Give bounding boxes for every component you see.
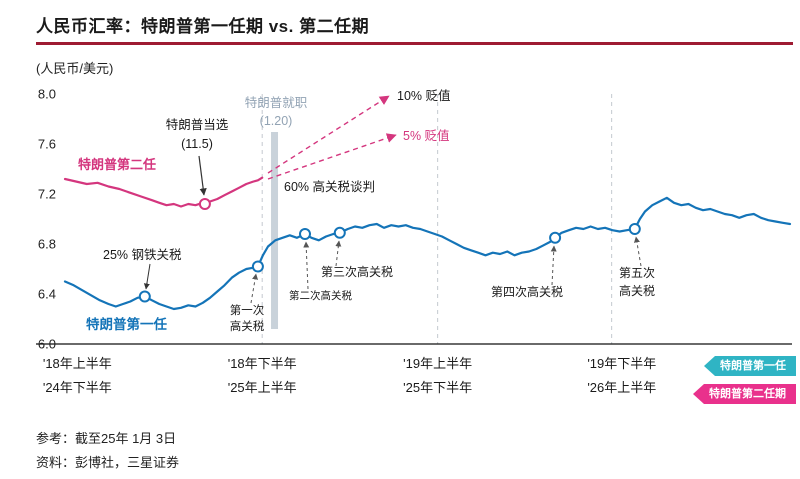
x-axis-label: '26年上半年 — [587, 380, 656, 395]
tariff-1-label: 第一次 — [230, 303, 265, 317]
title-underline — [36, 42, 793, 45]
tariff-1-arrow — [250, 273, 259, 304]
inauguration-label: (1.20) — [260, 114, 293, 128]
event-marker — [549, 231, 562, 244]
election-arrow — [198, 155, 207, 196]
steel-tariff-label: 25% 钢铁关税 — [103, 248, 182, 262]
x-axis-label: '25年上半年 — [228, 380, 297, 395]
event-marker — [251, 260, 264, 273]
x-axis-label: '18年下半年 — [228, 356, 297, 371]
depreciation-10-label: 10% 贬值 — [397, 88, 451, 103]
election-label: 特朗普当选 — [166, 117, 229, 132]
axis-unit-label: (人民币/美元) — [36, 61, 114, 76]
y-axis-tick-label: 8.0 — [38, 87, 56, 102]
event-marker — [198, 198, 211, 210]
tariff-3-arrow — [335, 240, 342, 267]
tariff-3-label: 第三次高关税 — [321, 264, 393, 279]
y-axis-tick-label: 7.6 — [38, 137, 56, 152]
depreciation-5-arrow — [267, 133, 397, 180]
footnote-source: 资料：彭博社，三星证券 — [36, 455, 180, 470]
y-axis-tick-label: 6.8 — [38, 237, 56, 252]
first-term-line — [63, 196, 792, 311]
event-marker — [138, 290, 151, 303]
tariff-5-label: 高关税 — [619, 283, 655, 298]
depreciation-5-label: 5% 贬值 — [403, 128, 450, 143]
depreciation-10-arrow — [267, 95, 390, 174]
tariff-5-label: 第五次 — [619, 266, 655, 280]
tariff-4-label: 第四次高关税 — [491, 284, 563, 299]
tariff-1-label: 高关税 — [230, 319, 265, 333]
tariff-2-arrow — [303, 241, 310, 290]
first-term-line-label: 特朗普第一任 — [86, 316, 167, 332]
inauguration-label: 特朗普就职 — [245, 95, 308, 110]
x-axis-label: '18年上半年 — [43, 356, 112, 371]
y-axis-tick-label: 7.2 — [38, 187, 56, 202]
second-term-line-label: 特朗普第二任 — [78, 157, 156, 172]
event-marker — [333, 226, 346, 239]
x-axis-label: '25年下半年 — [403, 380, 472, 395]
event-marker — [299, 228, 311, 240]
legend-badge-first-term: 特朗普第一任 — [704, 356, 796, 376]
y-axis-tick-label: 6.4 — [38, 287, 56, 302]
election-label: (11.5) — [181, 137, 213, 151]
tariff-2-label: 第二次高关税 — [289, 289, 352, 302]
footnote-reference: 参考：截至25年 1月 3日 — [36, 431, 177, 446]
x-axis-label: '19年下半年 — [587, 356, 656, 371]
x-axis-label: '24年下半年 — [43, 380, 112, 395]
tariff-4-arrow — [550, 245, 557, 286]
steel-tariff-arrow — [143, 263, 151, 290]
second-term-line — [63, 176, 264, 208]
inauguration-bar — [271, 132, 279, 329]
tariff-5-arrow — [633, 236, 642, 267]
tariff-talks-60-label: 60% 高关税谈判 — [284, 179, 375, 194]
x-axis-label: '19年上半年 — [403, 356, 472, 371]
legend-badge-second-term: 特朗普第二任期 — [693, 384, 796, 404]
y-axis-tick-label: 6.0 — [38, 337, 56, 352]
page-title: 人民币汇率：特朗普第一任期 vs. 第二任期 — [36, 17, 370, 36]
event-marker — [628, 223, 641, 235]
fx-line-chart: 8.0 7.6 7.2 6.8 6.4 6.0 '18年上半年 '24年下半年 '18年下半年 '… — [36, 87, 792, 395]
